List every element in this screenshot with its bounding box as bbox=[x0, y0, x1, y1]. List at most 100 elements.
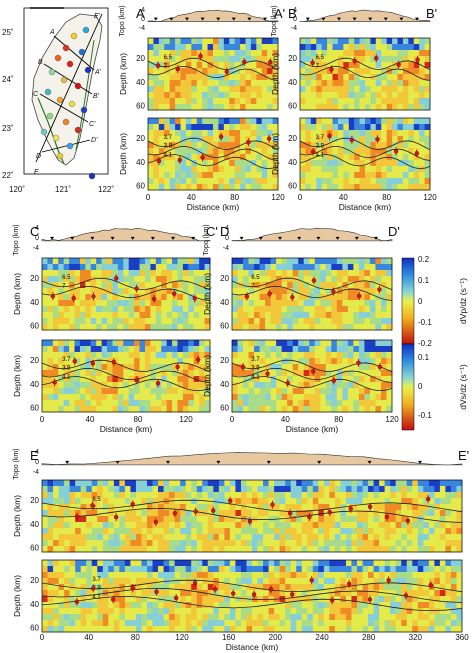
velocity-contour bbox=[41, 507, 463, 523]
moho-marker bbox=[113, 514, 119, 520]
distance-tick: 360 bbox=[455, 633, 469, 642]
distance-tick: 80 bbox=[134, 415, 143, 424]
moho-marker bbox=[374, 56, 379, 61]
depth-tick: 40 bbox=[136, 158, 145, 167]
contour-label: 6.5 bbox=[92, 497, 101, 503]
colorbar-vs-scale bbox=[401, 343, 415, 431]
colorbar-vs: 0.1 0 -0.1 dVs/dz (s⁻¹) bbox=[401, 343, 468, 431]
station-triangle bbox=[166, 460, 170, 464]
distance-tick: 80 bbox=[334, 415, 343, 424]
map-lat-ticks: 25˚ 24˚ 23˚ 22˚ bbox=[2, 28, 14, 180]
station-triangle bbox=[150, 236, 155, 240]
moho-marker bbox=[384, 514, 390, 520]
topography-profile bbox=[41, 452, 463, 466]
taiwan-location-map: A A' B B' C C' D D' E E' 25˚ 24˚ 23˚ 22˚… bbox=[2, 7, 114, 194]
moho-marker bbox=[327, 133, 332, 139]
vs-gradient-section: 3.7 3.9 4.1 bbox=[147, 117, 279, 191]
station-triangle bbox=[65, 460, 70, 464]
depth-tick: 40 bbox=[30, 520, 39, 529]
distance-axis-label: Distance (km) bbox=[226, 642, 279, 652]
topography-profile bbox=[299, 9, 431, 22]
station-triangle bbox=[368, 17, 373, 21]
distance-tick: 40 bbox=[86, 415, 95, 424]
contour-label: 4.1 bbox=[164, 152, 173, 158]
section-frame bbox=[299, 37, 431, 111]
station-triangle bbox=[399, 17, 404, 21]
topo-tick: 0 bbox=[35, 235, 39, 242]
map-label-e-prime: E' bbox=[94, 13, 101, 20]
moho-marker bbox=[153, 519, 159, 525]
contour-label: 3.9 bbox=[62, 366, 71, 372]
moho-marker bbox=[200, 155, 205, 160]
lat-tick-23: 23˚ bbox=[2, 124, 14, 133]
section-frame bbox=[231, 339, 393, 413]
contour-label: 7 bbox=[251, 284, 255, 290]
topography-profile bbox=[41, 227, 211, 242]
contour-label: 3.7 bbox=[251, 357, 260, 363]
distance-axis-label: Distance (km) bbox=[339, 202, 392, 212]
moho-marker bbox=[356, 360, 361, 366]
topo-axis-label: Topo (km) bbox=[13, 224, 20, 255]
contour-label: 6.5 bbox=[62, 275, 71, 281]
moho-marker bbox=[377, 364, 383, 370]
map-label-a-prime: A' bbox=[94, 69, 102, 76]
lat-tick-22: 22˚ bbox=[2, 171, 14, 180]
vp-gradient-section: 6.57 bbox=[41, 257, 211, 331]
moho-marker bbox=[268, 587, 274, 592]
distance-tick: 120 bbox=[179, 415, 193, 424]
depth-tick: 60 bbox=[220, 404, 229, 413]
distance-tick: 80 bbox=[131, 633, 140, 642]
moho-marker bbox=[367, 504, 373, 509]
station-triangle bbox=[317, 460, 322, 464]
section-frame bbox=[41, 339, 211, 413]
cb-vp-tick: -0.2 bbox=[418, 339, 432, 348]
depth-tick: 20 bbox=[30, 496, 39, 505]
contour-label: 4.1 bbox=[62, 374, 71, 380]
topo-tick: 4 bbox=[293, 7, 297, 14]
topo-tick: -4 bbox=[139, 25, 145, 32]
velocity-contour bbox=[231, 359, 393, 373]
moho-marker bbox=[193, 509, 198, 514]
contour-label: 3.7 bbox=[164, 135, 173, 141]
station-triangle bbox=[153, 17, 158, 21]
depth-axis-label: Depth (km) bbox=[202, 273, 212, 315]
moho-marker bbox=[72, 358, 77, 364]
section-frame bbox=[231, 257, 393, 331]
station-triangle bbox=[316, 236, 321, 240]
moho-marker bbox=[151, 296, 157, 302]
depth-tick: 20 bbox=[136, 54, 145, 63]
depth-tick: 60 bbox=[288, 182, 297, 191]
profile-end-label: D' bbox=[388, 224, 400, 239]
topo-tick: -4 bbox=[223, 245, 229, 252]
moho-marker bbox=[251, 592, 257, 597]
moho-marker bbox=[156, 158, 162, 164]
topo-tick: -4 bbox=[33, 469, 39, 476]
station-triangle bbox=[374, 236, 378, 240]
profile-end-label: B' bbox=[426, 6, 437, 21]
map-label-e: E bbox=[34, 169, 39, 176]
depth-tick: 20 bbox=[30, 356, 39, 365]
cb-vs-tick: -0.1 bbox=[418, 411, 432, 420]
cb-vp-tick: 0.2 bbox=[418, 255, 430, 264]
topo-strip bbox=[41, 227, 211, 242]
moho-marker bbox=[110, 597, 116, 602]
moho-marker bbox=[244, 294, 250, 299]
map-label-b-prime: B' bbox=[93, 93, 100, 100]
moho-marker bbox=[329, 598, 335, 603]
profile-start-label: D bbox=[220, 224, 229, 239]
station-triangle bbox=[171, 236, 176, 240]
distance-tick: 0 bbox=[40, 415, 45, 424]
contour-label: 4.1 bbox=[251, 374, 260, 380]
distance-tick: 120 bbox=[175, 633, 189, 642]
station-triangle bbox=[278, 236, 282, 240]
moho-marker bbox=[246, 140, 251, 145]
moho-marker bbox=[310, 60, 315, 66]
lon-tick-122: 122˚ bbox=[98, 185, 114, 194]
profile-lines bbox=[35, 13, 103, 163]
moho-marker bbox=[375, 137, 380, 142]
profile-end-label: C' bbox=[206, 224, 218, 239]
moho-marker bbox=[173, 595, 179, 601]
contour-label: 3.9 bbox=[92, 586, 101, 592]
